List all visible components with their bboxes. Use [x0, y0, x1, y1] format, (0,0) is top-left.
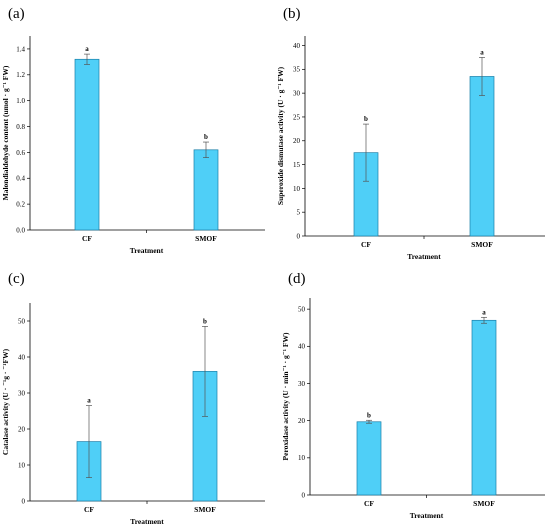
y-tick-label: 0.8	[16, 123, 25, 131]
chart-panel-3: (c) 0 10 20 30 40 50 a CF b SMOF Treatment Catalase …	[1, 271, 265, 526]
panel-label: (d)	[288, 271, 306, 287]
y-tick-label: 30	[293, 90, 301, 98]
significance-letter: a	[87, 397, 91, 405]
bar-cf	[74, 58, 100, 231]
y-tick-label: 40	[298, 343, 306, 351]
x-axis-title: Treatment	[410, 511, 444, 520]
y-tick-label: 35	[293, 66, 301, 74]
bar-cf	[356, 421, 382, 496]
significance-letter: b	[203, 317, 207, 325]
panel-label: (a)	[8, 6, 25, 22]
y-tick-label: 40	[293, 42, 301, 50]
x-axis-title: Treatment	[130, 517, 164, 526]
y-tick-label: 0.6	[16, 149, 25, 157]
chart-panel-4: (d) 0 10 20 30 40 50 b CF a SMOF Treatment Peroxidas…	[281, 271, 545, 520]
y-tick-label: 30	[298, 380, 306, 388]
bar-smof	[193, 149, 219, 231]
significance-letter: b	[204, 133, 208, 141]
x-axis-title: Treatment	[130, 246, 164, 255]
y-tick-label: 0.2	[16, 201, 25, 209]
significance-letter: a	[480, 48, 484, 56]
y-tick-label: 10	[293, 185, 301, 193]
bar-smof	[469, 76, 495, 237]
chart-panel-1: (a) 0.0 0.2 0.4 0.6 0.8 1.0 1.2 1.4 a CF b SMOF Treat…	[1, 6, 265, 255]
y-axis-title: Catalase activity (U · ⁻¹g · ⁻¹FW)	[1, 348, 10, 455]
y-axis-title: Peroxidase activity (U · min⁻¹ · g⁻¹ FW)	[281, 332, 290, 460]
y-tick-label: 20	[293, 137, 301, 145]
y-tick-label: 10	[18, 461, 26, 469]
y-tick-label: 1.2	[16, 71, 25, 79]
significance-letter: a	[85, 45, 89, 53]
y-tick-label: 0	[302, 491, 306, 499]
y-tick-label: 1.0	[16, 97, 25, 105]
y-axis-title: Superoxide dismutase activity (U · g⁻¹ F…	[276, 66, 285, 205]
y-tick-label: 10	[298, 454, 306, 462]
panel-label: (b)	[283, 6, 301, 22]
panel-label: (c)	[8, 271, 25, 287]
y-tick-label: 40	[18, 353, 26, 361]
y-tick-label: 0.4	[16, 175, 25, 183]
y-tick-label: 20	[18, 425, 26, 433]
significance-letter: b	[367, 411, 371, 419]
x-tick-label: CF	[364, 499, 374, 508]
y-tick-label: 15	[293, 161, 301, 169]
x-tick-label: SMOF	[473, 499, 495, 508]
y-tick-label: 1.4	[16, 45, 25, 53]
x-tick-label: SMOF	[194, 505, 216, 514]
significance-letter: a	[482, 308, 486, 316]
x-tick-label: SMOF	[195, 234, 217, 243]
y-tick-label: 50	[18, 317, 26, 325]
x-tick-label: CF	[361, 240, 371, 249]
significance-letter: b	[364, 115, 368, 123]
chart-panel-2: (b) 0 5 10 15 20 25 30 35 40 b CF a SMOF Treatment Supe…	[276, 6, 545, 261]
x-tick-label: CF	[84, 505, 94, 514]
y-tick-label: 50	[298, 306, 306, 314]
x-tick-label: CF	[82, 234, 92, 243]
y-tick-label: 0	[22, 497, 26, 505]
bar-smof	[471, 319, 497, 496]
y-tick-label: 5	[297, 209, 301, 217]
x-axis-title: Treatment	[407, 252, 441, 261]
y-tick-label: 20	[298, 417, 306, 425]
y-axis-title: Malondialdehyde content (umol · g⁻¹ FW)	[1, 65, 10, 200]
y-tick-label: 30	[18, 389, 26, 397]
y-tick-label: 25	[293, 113, 301, 121]
y-tick-label: 0.0	[16, 226, 25, 234]
y-tick-label: 0	[297, 232, 301, 240]
x-tick-label: SMOF	[471, 240, 493, 249]
